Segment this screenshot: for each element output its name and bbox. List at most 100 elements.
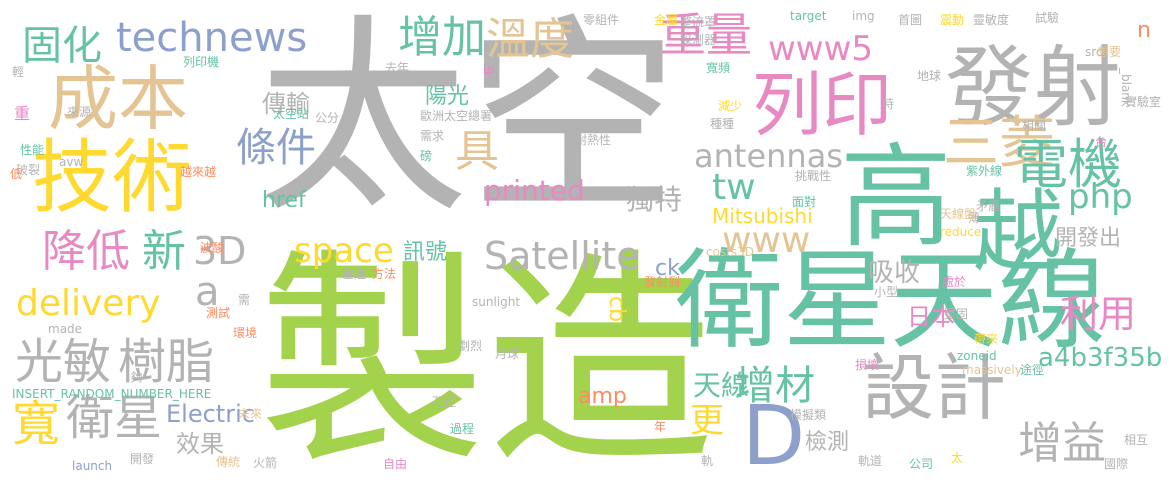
word-18: www5: [768, 29, 874, 69]
word-103: 薄: [968, 211, 981, 225]
word-22: php: [1068, 177, 1133, 217]
word-20: 具: [455, 126, 499, 177]
word-96: 磅: [420, 149, 433, 163]
word-60: 零組件: [583, 13, 620, 27]
word-113: 小型: [874, 285, 899, 299]
word-130: 模擬類: [790, 408, 827, 422]
word-90: 耐熱性: [575, 133, 612, 147]
word-85: 減少: [718, 99, 743, 113]
word-118: 環境: [233, 326, 258, 340]
word-93: 台: [1095, 135, 1108, 149]
word-97: 挑戰性: [795, 169, 832, 183]
word-94: 破裂: [16, 163, 41, 177]
word-56: 增益: [1018, 418, 1106, 469]
word-79: _blank: [1119, 68, 1133, 107]
word-35: 獨特: [626, 183, 683, 216]
word-117: made: [48, 322, 83, 336]
word-37: href: [262, 188, 306, 213]
word-15: 增加: [398, 12, 486, 63]
word-119: 劇烈: [458, 339, 483, 353]
word-135: 開發: [130, 452, 155, 466]
word-80: 重: [14, 104, 31, 123]
word-75: 去年: [385, 61, 410, 75]
word-112: sunlight: [472, 295, 521, 309]
word-25: 新: [142, 226, 186, 277]
word-106: reduce: [940, 225, 982, 239]
word-98: 紫外線: [966, 164, 1003, 178]
word-122: zoneid: [957, 349, 997, 363]
word-120: 月球: [495, 347, 520, 361]
word-74: 導致: [340, 69, 365, 83]
word-72: 輕: [12, 65, 25, 79]
word-1: 製造: [258, 229, 714, 482]
word-139: 軌: [701, 454, 714, 468]
word-61: 金屬: [654, 13, 679, 27]
word-78: 地球: [917, 69, 942, 83]
word-68: 靈敏度: [973, 13, 1010, 27]
word-66: 首圖: [898, 13, 923, 27]
word-31: a: [195, 269, 220, 315]
word-100: 越來越: [180, 165, 217, 179]
word-125: massively: [962, 363, 1022, 377]
word-121: 帶來: [974, 332, 999, 346]
word-19: 條件: [236, 125, 316, 171]
word-26: 3D: [193, 229, 247, 273]
word-62: 整流罩: [680, 15, 717, 29]
word-63: 探測器: [680, 33, 717, 47]
word-45: ck: [655, 256, 680, 281]
word-107: costs3D: [706, 245, 755, 259]
word-77: 寬頻: [706, 61, 731, 75]
word-89: avw: [59, 155, 84, 169]
word-49: 天線: [693, 369, 750, 402]
word-82: 太空站: [273, 107, 310, 121]
word-43: 利用: [1060, 292, 1137, 336]
word-108: 處於: [942, 275, 967, 289]
word-16: 溫度: [486, 14, 574, 65]
word-81: 來源: [67, 105, 92, 119]
word-73: 列印機: [183, 55, 220, 69]
word-30: delivery: [16, 283, 161, 324]
word-53: Electric: [166, 400, 255, 428]
word-64: target: [790, 9, 827, 23]
word-57: 傳輸: [262, 90, 310, 118]
word-14: 固化: [22, 23, 102, 69]
word-131: 相互: [1124, 433, 1149, 447]
word-70: src: [1085, 45, 1103, 59]
word-99: 低: [10, 167, 23, 181]
word-17: 重量: [660, 8, 752, 62]
word-8: 成本: [48, 58, 188, 140]
word-126: 損壞: [855, 358, 880, 372]
word-67: 震動: [940, 13, 965, 27]
word-134: launch: [72, 459, 113, 473]
word-124: 夠: [129, 371, 143, 383]
word-114: 測試: [206, 306, 231, 320]
word-142: 太: [951, 451, 964, 465]
word-52: 衛星: [66, 390, 163, 446]
word-24: 降低: [42, 226, 130, 277]
word-55: 檢測: [805, 430, 850, 455]
word-32: 光敏: [15, 334, 112, 390]
word-104: 天線盤: [940, 207, 977, 221]
word-76: 中: [483, 65, 496, 79]
word-65: img: [852, 9, 875, 23]
word-51: 寬: [12, 396, 61, 452]
word-2: 衛星: [675, 239, 892, 364]
word-105: 波酸: [200, 241, 225, 255]
word-34: printed: [484, 174, 585, 207]
word-59: n: [1137, 18, 1151, 43]
word-48: D: [742, 389, 806, 482]
word-141: 公司: [909, 457, 934, 471]
word-83: 公分: [315, 111, 340, 125]
word-38: 訊號: [403, 240, 448, 265]
word-137: 火箭: [253, 456, 278, 470]
word-109: 發射到: [644, 275, 681, 289]
word-128: 未來: [238, 407, 263, 421]
word-9: 列印: [752, 64, 892, 146]
word-86: 時: [882, 97, 895, 111]
word-127: 途徑: [1020, 363, 1045, 377]
word-91: 種種: [710, 117, 735, 131]
word-28: www: [722, 220, 811, 261]
word-54: 效果: [176, 430, 224, 458]
word-27: Satellite: [484, 234, 640, 278]
